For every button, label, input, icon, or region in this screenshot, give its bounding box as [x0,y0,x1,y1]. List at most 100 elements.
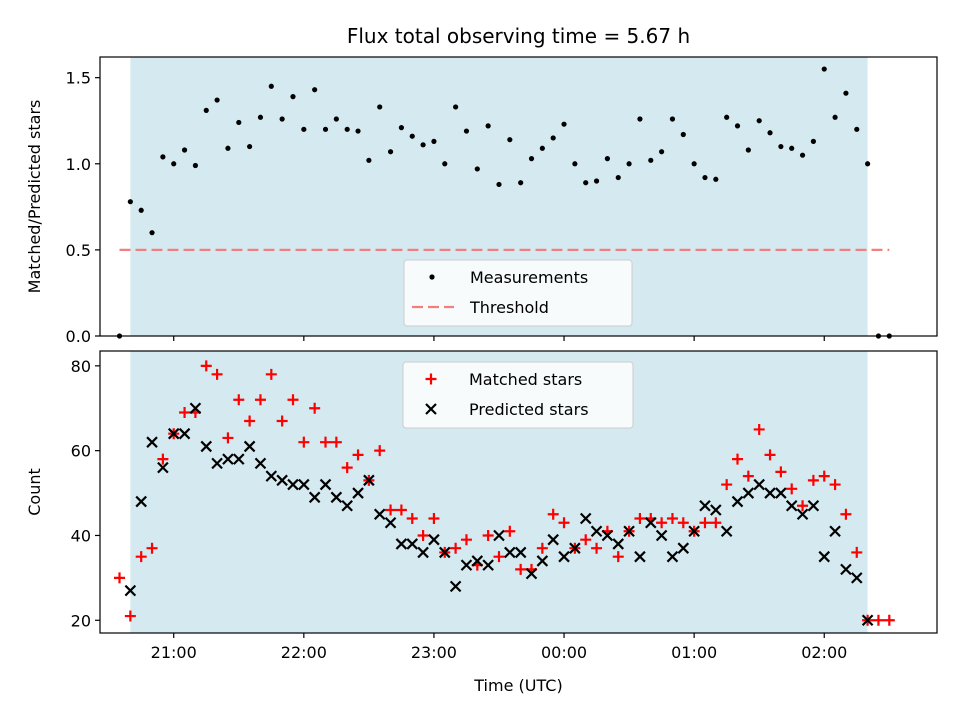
data-point [843,90,849,96]
data-point [181,147,188,153]
data-point [363,474,375,487]
data-point [428,533,440,546]
y-axis-label: Count [25,468,44,516]
data-point [254,457,267,470]
count-panel: 20 40 60 80 21:00 22:00 23:00 00:00 01:00 02:00 Co… [25,350,938,695]
data-point [398,125,405,131]
data-point [666,513,678,525]
chart-title: Flux total observing time = 5.67 h [347,24,690,48]
data-point [222,432,234,444]
legend-label: Threshold [469,298,549,317]
data-point [515,563,527,575]
data-point [615,174,621,181]
data-point [460,534,472,546]
data-point [254,394,266,406]
legend-box [402,361,634,429]
legend-swatch [425,403,437,415]
x-tick-label: 01:00 [671,643,717,662]
data-point [507,137,513,143]
data-point [753,423,765,435]
data-point [731,495,744,508]
series-0 [116,66,892,339]
data-point [732,453,744,465]
x-tick-label: 00:00 [541,643,587,662]
data-point [536,555,549,567]
data-point [373,508,386,521]
data-point [222,453,234,465]
data-point [680,131,686,138]
data-point [265,368,277,380]
data-point [583,180,589,186]
data-point [387,149,394,155]
data-point [604,156,611,162]
data-point [298,436,310,448]
data-point [127,199,133,205]
data-point [211,368,223,380]
data-point [482,529,494,541]
data-point [406,538,419,550]
data-point [438,546,451,559]
data-point [482,559,494,571]
data-point [308,491,321,504]
data-point [244,415,256,427]
data-point [572,161,578,167]
legend-label: Matched stars [469,370,582,389]
data-point [547,508,559,520]
data-point [146,542,158,554]
data-point [268,83,274,89]
data-point [851,546,863,558]
data-point [114,572,126,584]
x-tick-label: 21:00 [151,643,197,662]
legend-swatch [425,373,437,385]
data-point [518,180,524,186]
data-point [865,161,871,167]
data-point [829,479,841,491]
data-point [279,116,285,122]
data-point [547,533,559,546]
data-point [214,97,220,103]
data-point [471,555,484,567]
data-point [821,66,827,72]
data-point [189,402,202,415]
data-point [840,563,852,576]
data-point [341,500,353,512]
data-point [536,542,548,554]
data-point [677,517,689,529]
data-point [580,534,592,546]
data-point [287,394,299,406]
data-point [883,614,895,626]
data-point [138,207,144,213]
data-point [395,504,407,516]
data-point [265,470,278,482]
data-point [677,542,690,554]
data-point [590,525,603,538]
data-point [374,445,386,457]
data-point [634,550,646,563]
data-point [713,176,719,182]
data-point [124,610,136,622]
data-point [634,513,646,525]
data-point [797,500,809,512]
data-point [442,161,448,167]
data-point [504,546,516,559]
data-point [720,525,733,538]
data-point [756,118,762,124]
data-point [648,157,654,163]
data-point [225,145,231,151]
data-point [276,474,288,487]
data-point [699,500,711,512]
data-point [157,461,169,474]
data-point [558,517,570,529]
data-point [301,126,307,132]
data-point [384,516,397,529]
data-point [309,402,321,414]
data-point [160,154,166,160]
data-point [179,406,191,418]
data-point [171,161,177,167]
data-point [872,614,884,626]
data-point [807,474,819,486]
data-point [528,156,535,162]
data-point [276,415,288,427]
data-point [504,525,516,537]
data-point [655,529,668,542]
